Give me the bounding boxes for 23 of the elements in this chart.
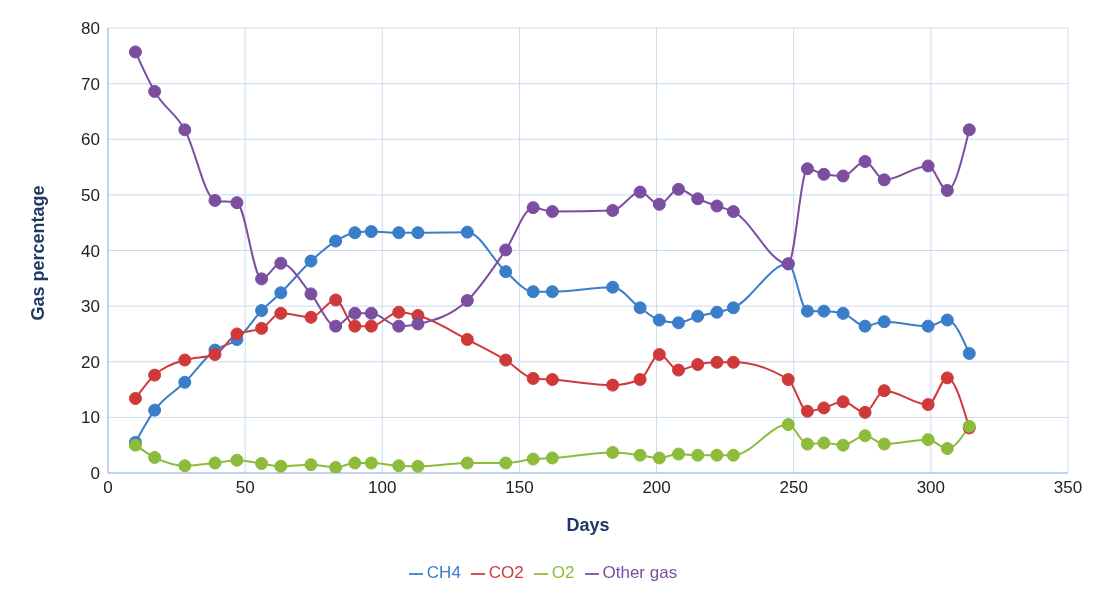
y-tick-label: 0 bbox=[90, 464, 100, 484]
y-tick-label: 50 bbox=[81, 185, 100, 205]
y-axis-title: Gas percentage bbox=[28, 185, 49, 321]
y-tick-label: 60 bbox=[81, 130, 100, 150]
x-tick-label: 200 bbox=[642, 478, 671, 498]
x-tick-label: 150 bbox=[505, 478, 534, 498]
x-tick-label: 250 bbox=[779, 478, 808, 498]
y-tick-label: 30 bbox=[81, 297, 100, 317]
legend-label: CO2 bbox=[488, 563, 524, 582]
x-tick-label: 350 bbox=[1053, 478, 1083, 498]
y-tick-label: 40 bbox=[81, 241, 100, 261]
y-tick-label: 70 bbox=[81, 74, 100, 94]
x-tick-label: 300 bbox=[916, 478, 946, 498]
legend-label: O2 bbox=[551, 563, 575, 582]
y-tick-label: 10 bbox=[81, 408, 100, 428]
x-axis-title: Days bbox=[566, 515, 610, 535]
y-tick-label: 20 bbox=[81, 352, 100, 372]
y-tick-label: 80 bbox=[81, 19, 100, 39]
x-tick-label: 50 bbox=[235, 478, 255, 498]
legend-label: CH4 bbox=[426, 563, 461, 582]
x-tick-label: 100 bbox=[368, 478, 397, 498]
legend-label: Other gas bbox=[602, 563, 678, 582]
x-tick-label: 0 bbox=[103, 478, 113, 498]
